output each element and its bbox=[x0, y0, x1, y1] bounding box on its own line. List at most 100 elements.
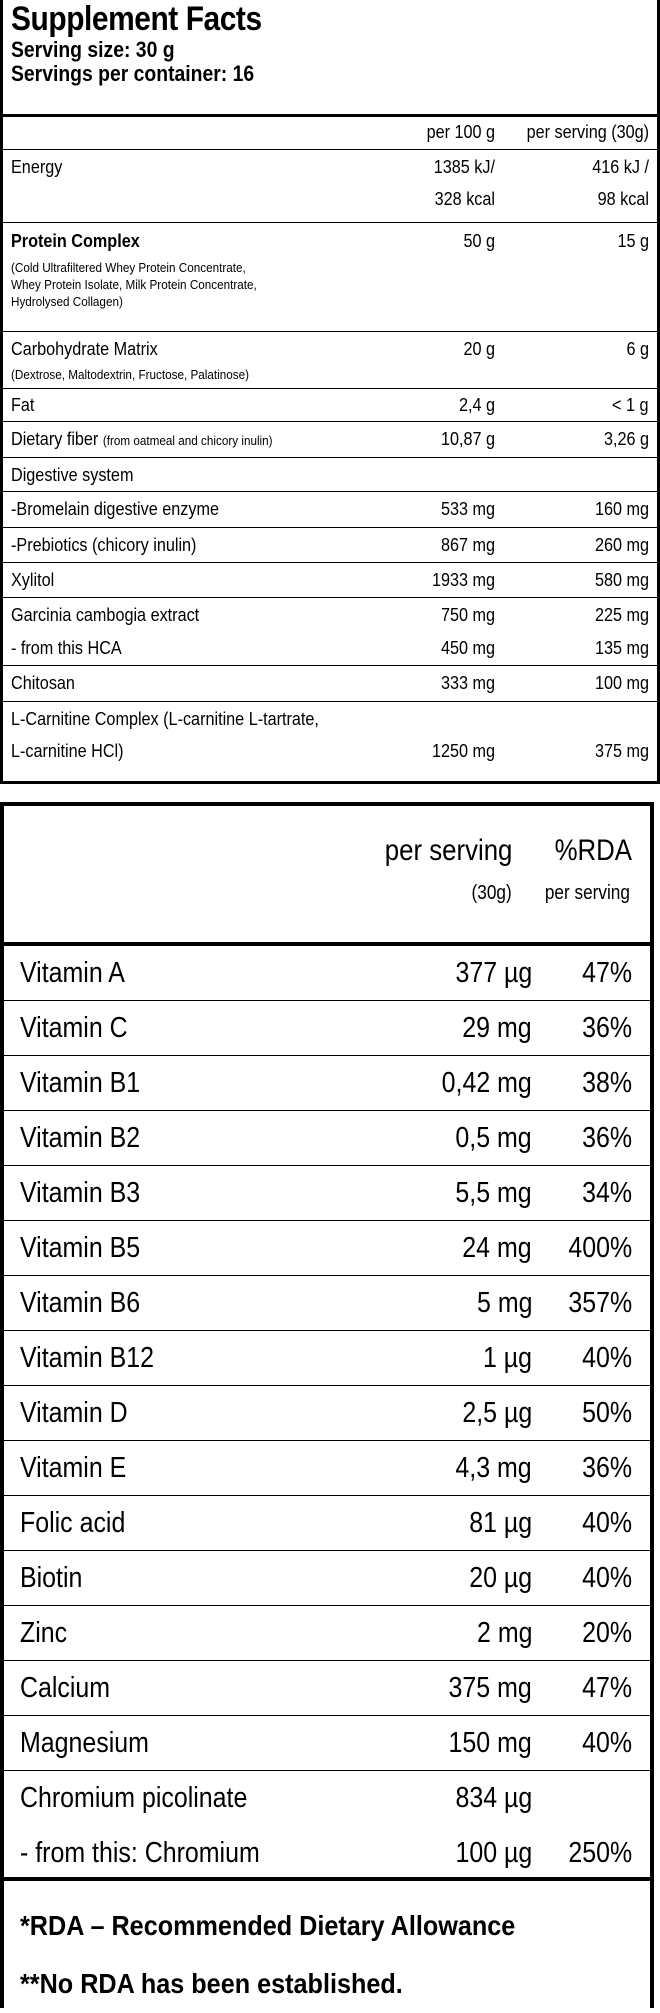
table-row: Calcium 375 mg 47% bbox=[4, 1661, 650, 1716]
vitamin-amount: 150 mg bbox=[448, 1726, 532, 1759]
table-row: Vitamin C 29 mg 36% bbox=[4, 1001, 650, 1056]
vitamin-rda: 400% bbox=[568, 1231, 632, 1264]
table-row: Vitamin D 2,5 µg 50% bbox=[4, 1386, 650, 1441]
vitamin-name: Magnesium bbox=[20, 1726, 149, 1759]
header-rda-sub: per serving bbox=[544, 882, 630, 904]
table-row: Vitamin B1 0,42 mg 38% bbox=[4, 1056, 650, 1111]
row-chitosan: Chitosan 333 mg 100 mg bbox=[3, 666, 657, 702]
vitamin-name: Vitamin A bbox=[20, 956, 125, 989]
bromelain-label: -Bromelain digestive enzyme bbox=[11, 499, 219, 519]
footnote-no-rda: **No RDA has been established. bbox=[20, 1968, 403, 1999]
vitamin-rows: Vitamin A 377 µg 47% Vitamin C 29 mg 36% Vit… bbox=[4, 946, 650, 1881]
row-prebiotics: -Prebiotics (chicory inulin) 867 mg 260 … bbox=[3, 528, 657, 563]
fiber-v2: 3,26 g bbox=[603, 429, 649, 449]
energy-v2-kcal: 98 kcal bbox=[597, 189, 649, 209]
fat-v2: < 1 g bbox=[612, 395, 649, 415]
vitamin-amount: 1 µg bbox=[482, 1341, 532, 1374]
col-per-serving: per serving (30g) bbox=[526, 122, 649, 142]
vitamin-rda: 36% bbox=[582, 1121, 632, 1154]
footnotes: *RDA – Recommended Dietary Allowance **N… bbox=[4, 1881, 650, 2013]
carnitine-v2: 375 mg bbox=[594, 741, 649, 761]
protein-v2: 15 g bbox=[617, 231, 649, 251]
vitamin-amount: 24 mg bbox=[462, 1231, 532, 1264]
row-protein: Protein Complex (Cold Ultrafiltered Whey… bbox=[3, 223, 657, 332]
header-per-serving: per serving bbox=[384, 834, 512, 867]
footnote-rda: *RDA – Recommended Dietary Allowance bbox=[20, 1910, 516, 1941]
vitamin-rda: 20% bbox=[582, 1616, 632, 1649]
row-digestive-system: Digestive system bbox=[3, 458, 657, 492]
col-per-100g: per 100 g bbox=[426, 122, 495, 142]
garcinia-v1: 750 mg bbox=[440, 605, 495, 625]
garcinia-label: Garcinia cambogia extract bbox=[11, 605, 200, 625]
vitamin-name: Vitamin B3 bbox=[20, 1176, 141, 1209]
vitamin-amount: 81 µg bbox=[469, 1506, 532, 1539]
vitamin-amount: 2,5 µg bbox=[462, 1396, 532, 1429]
vitamin-rda: 40% bbox=[582, 1341, 632, 1374]
digestive-label: Digestive system bbox=[11, 465, 134, 485]
chitosan-v1: 333 mg bbox=[440, 673, 495, 693]
vitamin-name: Vitamin D bbox=[20, 1396, 128, 1429]
fat-v1: 2,4 g bbox=[458, 395, 495, 415]
protein-note-1: (Cold Ultrafiltered Whey Protein Concent… bbox=[11, 260, 246, 275]
chitosan-label: Chitosan bbox=[11, 673, 75, 693]
vitamin-name: Vitamin B1 bbox=[20, 1066, 141, 1099]
servings-per-container: Servings per container: 16 bbox=[11, 61, 255, 86]
row-fat: Fat 2,4 g < 1 g bbox=[3, 389, 657, 422]
hca-v2: 135 mg bbox=[594, 638, 649, 658]
bromelain-v1: 533 mg bbox=[440, 499, 495, 519]
vitamins-header: per serving %RDA (30g) per serving bbox=[4, 806, 650, 946]
vitamin-rda: 357% bbox=[568, 1286, 632, 1319]
protein-label: Protein Complex bbox=[11, 231, 140, 251]
table-row: Magnesium 150 mg 40% bbox=[4, 1716, 650, 1771]
vitamin-name: Vitamin B2 bbox=[20, 1121, 141, 1154]
vitamin-name: Vitamin B5 bbox=[20, 1231, 141, 1264]
vitamin-name: Biotin bbox=[20, 1561, 83, 1594]
vitamin-amount: 2 mg bbox=[476, 1616, 532, 1649]
carb-note: (Dextrose, Maltodextrin, Fructose, Palat… bbox=[11, 367, 249, 382]
chromium-sub-rda: 250% bbox=[568, 1837, 632, 1869]
row-l-carnitine: L-Carnitine Complex (L-carnitine L-tartr… bbox=[3, 702, 657, 771]
vitamin-rda: 40% bbox=[582, 1506, 632, 1539]
chromium-sub-label: - from this: Chromium bbox=[20, 1837, 260, 1869]
table-row: Vitamin B2 0,5 mg 36% bbox=[4, 1111, 650, 1166]
vitamin-rda: 38% bbox=[582, 1066, 632, 1099]
protein-note-2: Whey Protein Isolate, Milk Protein Conce… bbox=[11, 277, 257, 292]
xylitol-v1: 1933 mg bbox=[431, 570, 495, 590]
vitamin-rda: 40% bbox=[582, 1726, 632, 1759]
vitamin-name: Vitamin B6 bbox=[20, 1286, 141, 1319]
vitamin-name: Folic acid bbox=[20, 1506, 126, 1539]
xylitol-v2: 580 mg bbox=[594, 570, 649, 590]
vitamin-rda: 34% bbox=[582, 1176, 632, 1209]
xylitol-label: Xylitol bbox=[11, 570, 55, 590]
garcinia-v2: 225 mg bbox=[594, 605, 649, 625]
vitamin-amount: 0,5 mg bbox=[455, 1121, 532, 1154]
chromium-sub-amount: 100 µg bbox=[455, 1837, 532, 1869]
vitamin-amount: 4,3 mg bbox=[455, 1451, 532, 1484]
energy-v1-kcal: 328 kcal bbox=[434, 189, 495, 209]
vitamin-name: Calcium bbox=[20, 1671, 111, 1704]
vitamin-rda: 36% bbox=[582, 1451, 632, 1484]
fat-label: Fat bbox=[11, 395, 35, 415]
hca-label: - from this HCA bbox=[11, 638, 122, 658]
carnitine-label-2: L-carnitine HCl) bbox=[11, 741, 124, 761]
row-carbohydrate: Carbohydrate Matrix (Dextrose, Maltodext… bbox=[3, 332, 657, 389]
table-row: Vitamin B3 5,5 mg 34% bbox=[4, 1166, 650, 1221]
serving-size: Serving size: 30 g bbox=[11, 37, 175, 62]
vitamin-name: Vitamin E bbox=[20, 1451, 127, 1484]
carnitine-label-1: L-Carnitine Complex (L-carnitine L-tartr… bbox=[11, 709, 319, 729]
supplement-facts-panel: Supplement Facts Serving size: 30 g Serv… bbox=[0, 0, 660, 784]
vitamin-rda: 36% bbox=[582, 1011, 632, 1044]
table-row: Vitamin B6 5 mg 357% bbox=[4, 1276, 650, 1331]
table-row: Vitamin B12 1 µg 40% bbox=[4, 1331, 650, 1386]
table-row: Vitamin A 377 µg 47% bbox=[4, 946, 650, 1001]
fiber-v1: 10,87 g bbox=[440, 429, 495, 449]
vitamin-rda: 50% bbox=[582, 1396, 632, 1429]
row-dietary-fiber: Dietary fiber (from oatmeal and chicory … bbox=[3, 422, 657, 458]
column-header-row: per 100 g per serving (30g) bbox=[3, 117, 657, 150]
row-energy: Energy 1385 kJ/ 328 kcal 416 kJ / 98 kca… bbox=[3, 150, 657, 223]
energy-label: Energy bbox=[11, 157, 63, 177]
header-per-serving-sub: (30g) bbox=[471, 882, 512, 904]
vitamin-amount: 5 mg bbox=[476, 1286, 532, 1319]
vitamin-amount: 0,42 mg bbox=[441, 1066, 532, 1099]
vitamin-rda: 47% bbox=[582, 956, 632, 989]
